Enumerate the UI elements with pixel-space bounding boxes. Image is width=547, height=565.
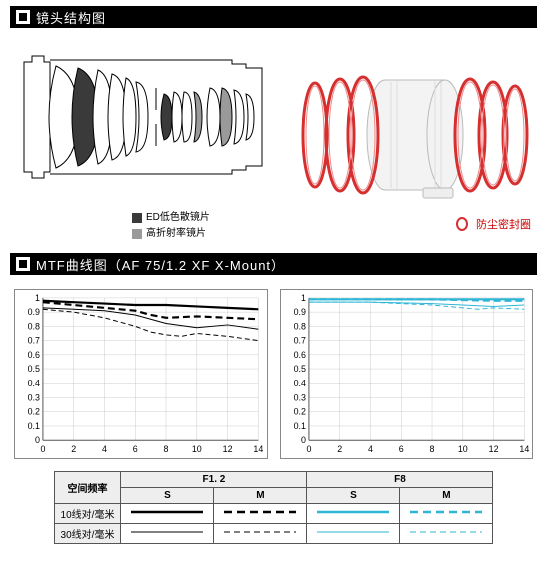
mtf-legend-table: 空间频率 F1. 2 F8 S M S M 10线对/毫米 30线对/毫米	[54, 471, 494, 544]
svg-text:10: 10	[457, 444, 467, 454]
element-legend: ED低色散镜片 高折射率镜片	[132, 211, 272, 241]
svg-text:0: 0	[301, 435, 306, 445]
mtf-th-m1: M	[214, 488, 307, 504]
header-structure-title: 镜头结构图	[36, 8, 106, 27]
svg-text:0.6: 0.6	[28, 350, 40, 360]
svg-text:0.7: 0.7	[28, 336, 40, 346]
svg-text:0.1: 0.1	[293, 421, 305, 431]
header-mtf: MTF曲线图（AF 75/1.2 XF X-Mount）	[10, 253, 537, 275]
svg-text:14: 14	[253, 444, 263, 454]
svg-text:0.5: 0.5	[293, 364, 305, 374]
svg-text:0.9: 0.9	[293, 307, 305, 317]
mtf-chart-f12: 00.10.20.30.40.50.60.70.80.9102468101214	[14, 289, 268, 459]
svg-text:0.3: 0.3	[293, 392, 305, 402]
svg-text:0.4: 0.4	[28, 378, 40, 388]
mtf-th-freq: 空间频率	[54, 472, 121, 504]
header-mtf-title: MTF曲线图（AF 75/1.2 XF X-Mount）	[36, 255, 285, 274]
svg-text:0.3: 0.3	[28, 392, 40, 402]
svg-text:2: 2	[337, 444, 342, 454]
svg-text:0.6: 0.6	[293, 350, 305, 360]
svg-text:1: 1	[35, 293, 40, 303]
svg-text:0: 0	[306, 444, 311, 454]
svg-text:8: 8	[164, 444, 169, 454]
section-icon	[14, 255, 32, 273]
samp-30-m-cy	[400, 524, 493, 544]
svg-text:0.2: 0.2	[293, 407, 305, 417]
legend-ed: ED低色散镜片	[132, 211, 272, 225]
svg-text:0.7: 0.7	[293, 336, 305, 346]
samp-10-s-bk	[121, 504, 214, 524]
legend-hr-swatch	[132, 229, 142, 239]
seal-ring-label: 防尘密封圈	[476, 216, 531, 232]
mtf-th-s2: S	[307, 488, 400, 504]
svg-text:12: 12	[223, 444, 233, 454]
legend-ed-label: ED低色散镜片	[146, 211, 210, 225]
svg-text:14: 14	[519, 444, 529, 454]
mtf-th-f12: F1. 2	[121, 472, 307, 488]
svg-text:6: 6	[398, 444, 403, 454]
svg-text:0: 0	[40, 444, 45, 454]
svg-text:0.8: 0.8	[28, 321, 40, 331]
svg-text:12: 12	[488, 444, 498, 454]
section-icon	[14, 8, 32, 26]
mtf-th-s1: S	[121, 488, 214, 504]
seal-ring-legend: 防尘密封圈	[452, 216, 531, 232]
header-structure: 镜头结构图	[10, 6, 537, 28]
seal-ring-icon	[452, 217, 472, 231]
lens-3d-seal-diagram: 防尘密封圈	[285, 32, 535, 230]
svg-text:1: 1	[301, 293, 306, 303]
mtf-charts-row: 00.10.20.30.40.50.60.70.80.9102468101214…	[0, 279, 547, 463]
mtf-row30-label: 30线对/毫米	[54, 524, 121, 544]
mtf-row10-label: 10线对/毫米	[54, 504, 121, 524]
samp-30-m-bk	[214, 524, 307, 544]
mtf-chart-f8: 00.10.20.30.40.50.60.70.80.9102468101214	[280, 289, 534, 459]
samp-30-s-cy	[307, 524, 400, 544]
legend-hr-label: 高折射率镜片	[146, 227, 206, 241]
legend-ed-swatch	[132, 213, 142, 223]
svg-text:0.5: 0.5	[28, 364, 40, 374]
samp-30-s-bk	[121, 524, 214, 544]
mtf-th-f8: F8	[307, 472, 493, 488]
samp-10-m-bk	[214, 504, 307, 524]
samp-10-s-cy	[307, 504, 400, 524]
svg-text:4: 4	[367, 444, 372, 454]
samp-10-m-cy	[400, 504, 493, 524]
svg-text:0.8: 0.8	[293, 321, 305, 331]
legend-hr: 高折射率镜片	[132, 227, 272, 241]
svg-text:6: 6	[133, 444, 138, 454]
svg-text:2: 2	[71, 444, 76, 454]
lens-cross-section: ED低色散镜片 高折射率镜片	[12, 32, 272, 243]
svg-text:8: 8	[429, 444, 434, 454]
top-diagrams-row: ED低色散镜片 高折射率镜片	[0, 32, 547, 247]
svg-text:0.4: 0.4	[293, 378, 305, 388]
svg-text:0.1: 0.1	[28, 421, 40, 431]
svg-text:0.9: 0.9	[28, 307, 40, 317]
svg-text:0.2: 0.2	[28, 407, 40, 417]
mtf-th-m2: M	[400, 488, 493, 504]
svg-text:10: 10	[192, 444, 202, 454]
svg-text:4: 4	[102, 444, 107, 454]
svg-text:0: 0	[35, 435, 40, 445]
